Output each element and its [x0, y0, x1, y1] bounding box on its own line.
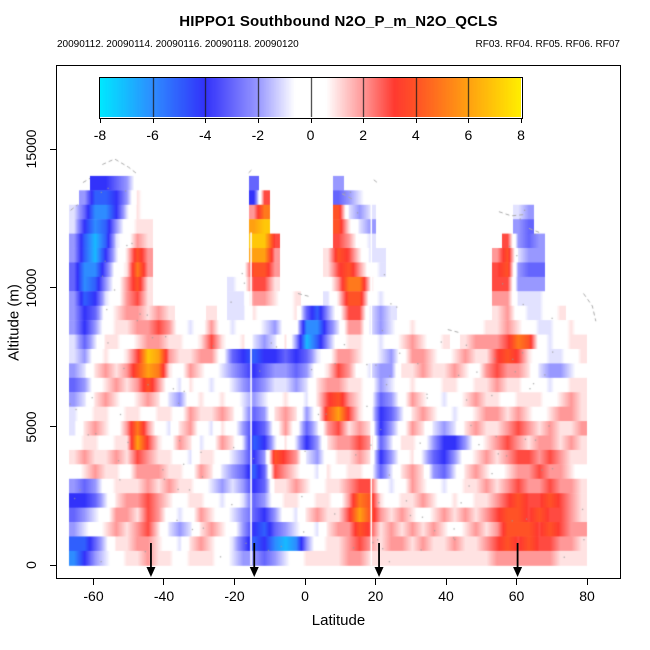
y-axis-tick-label: 0	[23, 561, 39, 570]
x-axis-tick	[445, 579, 447, 585]
y-axis-tick-label: 5000	[23, 411, 39, 443]
y-axis-tick	[50, 287, 57, 289]
x-axis-tick	[234, 579, 235, 585]
colorbar-tick-label: 2	[359, 127, 368, 143]
colorbar-tick	[257, 118, 259, 123]
x-axis-tick-label: -20	[224, 588, 245, 604]
colorbar-tick-label: 6	[464, 127, 473, 143]
plot-box-border	[56, 65, 621, 579]
colorbar-tick	[205, 118, 207, 123]
x-axis-tick	[304, 579, 306, 585]
x-axis-tick-label: 20	[367, 588, 384, 604]
colorbar-tick-label: -4	[199, 127, 212, 143]
colorbar	[100, 78, 521, 117]
y-axis-tick	[50, 426, 57, 428]
colorbar-tick	[152, 118, 154, 123]
x-axis-tick	[516, 579, 518, 585]
colorbar-tick-label: -8	[93, 127, 107, 143]
y-axis-tick-label: 10000	[23, 268, 39, 308]
x-axis-tick-label: 0	[301, 588, 309, 604]
subtitle-flights: RF03. RF04. RF05. RF06. RF07	[475, 39, 621, 50]
x-axis-tick-label: 40	[438, 588, 454, 604]
colorbar-tick-label: 0	[306, 127, 315, 143]
heatmap-canvas	[57, 66, 620, 578]
subtitle-dates: 20090112. 20090114. 20090116. 20090118. …	[57, 39, 299, 50]
colorbar-tick	[100, 118, 101, 123]
x-axis-tick-label: -40	[153, 588, 175, 604]
colorbar-tick	[363, 118, 365, 123]
y-axis-tick	[50, 564, 57, 566]
colorbar-tick-label: 8	[517, 127, 525, 143]
x-axis-title: Latitude	[311, 612, 366, 629]
x-axis-tick-label: 60	[508, 588, 525, 604]
x-axis-tick-label: 80	[579, 588, 595, 604]
colorbar-tick	[468, 118, 470, 123]
chart-title: HIPPO1 Southbound N2O_P_m_N2O_QCLS	[179, 13, 498, 30]
colorbar-frame	[99, 77, 523, 119]
y-axis-tick	[50, 148, 57, 150]
x-axis-tick	[375, 579, 377, 585]
x-axis-tick-label: -60	[83, 588, 104, 604]
y-axis-tick-label: 15000	[23, 129, 39, 169]
colorbar-tick-label: 4	[411, 127, 420, 143]
y-axis-title: Altitude (m)	[5, 284, 23, 361]
x-axis-tick	[163, 579, 165, 585]
x-axis-tick	[92, 579, 94, 585]
colorbar-tick	[521, 118, 522, 123]
x-axis-tick	[586, 579, 588, 585]
colorbar-tick-label: -2	[251, 127, 265, 143]
colorbar-tick	[310, 118, 312, 123]
colorbar-tick	[415, 118, 417, 123]
colorbar-tick-label: -6	[146, 127, 159, 143]
